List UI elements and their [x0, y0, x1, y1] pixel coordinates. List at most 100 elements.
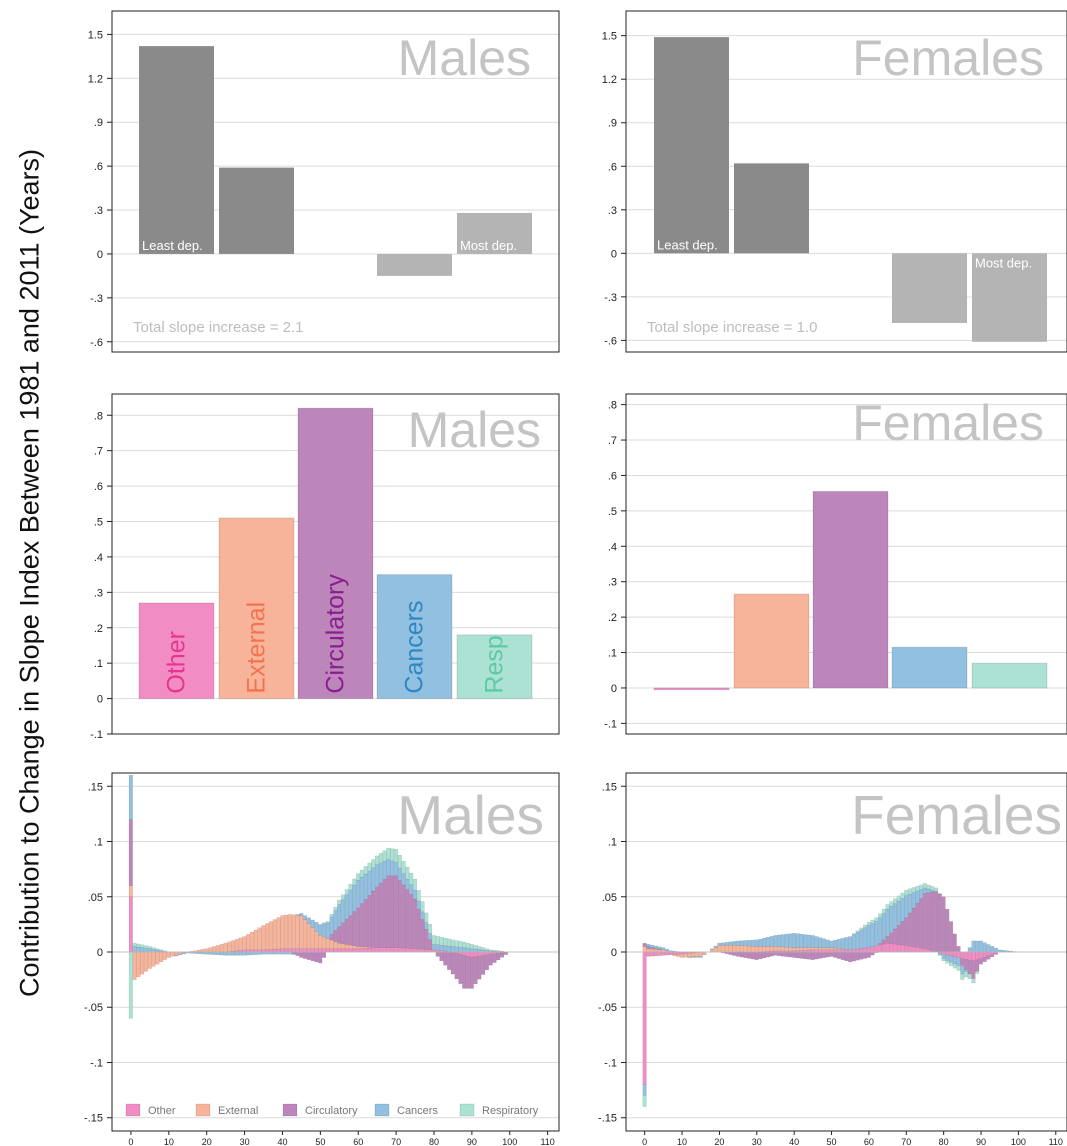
y-tick-label: -.15	[84, 1113, 103, 1125]
age-bar-respiratory	[960, 973, 965, 980]
plot-frame	[111, 772, 560, 1132]
age-bar-cancers	[462, 947, 467, 953]
age-bar-external	[833, 947, 838, 950]
age-bar-respiratory	[477, 946, 482, 950]
age-bar-external	[758, 946, 763, 953]
age-bar-circulatory	[866, 951, 871, 958]
age-bar-cancers	[231, 951, 236, 956]
y-tick-label: .3	[94, 205, 103, 217]
age-bar-circulatory	[949, 921, 954, 953]
age-bar-cancers	[848, 936, 853, 950]
age-bar-cancers	[844, 937, 849, 950]
age-bar-cancers	[356, 879, 361, 909]
age-bar-respiratory	[465, 942, 470, 949]
age-bar-external	[303, 919, 308, 949]
y-tick-label: -.1	[604, 1057, 617, 1069]
plot-frame	[111, 393, 560, 735]
age-bar-respiratory	[371, 859, 376, 869]
age-bar-external	[306, 923, 311, 949]
age-bar-other	[893, 943, 897, 953]
age-bar-cancers	[859, 929, 864, 949]
age-bar-cancers	[724, 942, 729, 946]
age-bar-cancers	[378, 862, 383, 884]
age-bar-other	[949, 951, 954, 957]
bar-cancers	[376, 574, 453, 700]
age-bar-external	[750, 946, 755, 953]
x-tick-label: 30	[752, 1137, 762, 1146]
y-tick-label: -.3	[90, 293, 103, 305]
age-bar-other	[952, 951, 957, 958]
age-bar-cancers	[926, 888, 931, 893]
age-bar-other	[382, 947, 387, 953]
age-bar-circulatory	[922, 893, 927, 949]
age-bar-circulatory	[439, 951, 444, 962]
y-tick-label: -.6	[90, 337, 103, 349]
bar-label: Resp	[481, 635, 509, 693]
age-bar-external	[159, 951, 164, 963]
age-bar-other	[340, 948, 345, 953]
age-bar-other	[900, 944, 905, 953]
age-bar-other	[462, 951, 467, 956]
age-bar-respiratory	[930, 886, 935, 891]
age-bar-external	[223, 942, 228, 953]
age-bar-circulatory	[803, 951, 808, 960]
bar-quintile-4	[892, 253, 967, 323]
age-bar-other	[896, 944, 901, 953]
age-bar-cancers	[814, 936, 819, 948]
age-bar-circulatory	[375, 886, 380, 948]
age-bar-circulatory	[646, 946, 651, 949]
age-bar-respiratory	[967, 973, 972, 980]
age-bar-respiratory	[934, 887, 939, 892]
age-bar-cancers	[174, 955, 179, 957]
age-bar-external	[333, 941, 338, 949]
age-bar-cancers	[743, 940, 748, 947]
age-bar-respiratory	[386, 847, 391, 860]
age-bar-cancers	[661, 947, 666, 950]
age-bar-other	[401, 947, 406, 953]
age-bar-circulatory	[896, 925, 901, 945]
age-bar-cancers	[945, 954, 950, 961]
age-bar-circulatory	[322, 951, 327, 958]
age-bar-respiratory	[431, 935, 436, 945]
age-bar-cancers	[855, 931, 860, 950]
age-bar-cancers	[937, 952, 942, 956]
age-bar-external	[754, 946, 759, 953]
age-bar-cancers	[964, 969, 968, 973]
age-bar-cancers	[405, 878, 410, 890]
y-tick-label: .4	[608, 541, 617, 553]
bar-quintile-1	[139, 46, 214, 254]
panel-title: Females	[851, 784, 1062, 846]
age-bar-respiratory	[348, 883, 353, 891]
age-bar-respiratory	[420, 901, 425, 912]
age-bar-cancers	[136, 946, 141, 953]
y-tick-label: -.1	[90, 729, 103, 741]
age-bar-other	[986, 951, 991, 957]
x-tick-label: 60	[353, 1137, 363, 1146]
age-bar-other	[982, 951, 987, 958]
age-bar-cancers	[147, 948, 152, 953]
age-bar-respiratory	[136, 943, 141, 948]
age-bar-other	[904, 945, 909, 953]
age-bar-respiratory	[147, 946, 152, 949]
age-bar-circulatory	[314, 951, 319, 963]
age-bar-other	[378, 947, 383, 953]
age-bar-external	[803, 947, 808, 951]
age-bar-external	[136, 951, 141, 978]
age-bar-circulatory	[642, 942, 647, 947]
age-bar-cancers	[306, 917, 311, 924]
age-bar-cancers	[642, 1084, 647, 1096]
age-bar-respiratory	[496, 950, 501, 952]
age-bar-external	[143, 951, 148, 972]
age-bar-cancers	[439, 944, 444, 951]
age-bar-respiratory	[378, 853, 383, 864]
age-bar-circulatory	[732, 951, 737, 956]
bar-external	[733, 593, 810, 689]
age-bar-circulatory	[799, 951, 804, 959]
age-bar-external	[728, 945, 733, 953]
age-bar-external	[799, 947, 804, 951]
age-bar-cancers	[375, 864, 380, 888]
bar-quintile-5	[972, 253, 1047, 342]
y-tick-label: 0	[611, 248, 617, 260]
age-bar-cancers	[246, 951, 251, 956]
age-bar-respiratory	[863, 924, 868, 928]
